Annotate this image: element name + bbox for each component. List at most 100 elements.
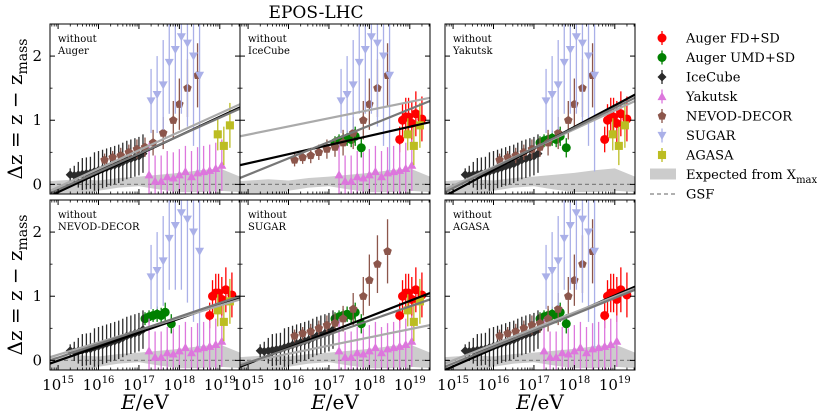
legend-item: Expected from Xmax bbox=[650, 168, 818, 186]
data-point bbox=[158, 81, 168, 90]
data-point bbox=[356, 143, 366, 153]
fit-line bbox=[445, 96, 635, 194]
fit-line bbox=[50, 295, 240, 362]
panel-label-line2: NEVOD-DECOR bbox=[58, 222, 140, 233]
series-sugar bbox=[146, 200, 205, 348]
data-point bbox=[352, 348, 362, 357]
panel-frame bbox=[444, 23, 636, 195]
data-point bbox=[539, 346, 549, 355]
panel-frame bbox=[444, 199, 636, 371]
series-sugar bbox=[336, 24, 395, 172]
data-point bbox=[211, 163, 221, 172]
data-point bbox=[407, 336, 417, 345]
data-point bbox=[348, 304, 358, 313]
legend-marker bbox=[657, 53, 667, 62]
data-point bbox=[559, 58, 569, 67]
data-point bbox=[314, 147, 324, 156]
series-yakutsk bbox=[144, 315, 227, 370]
panel-plot-area bbox=[50, 200, 240, 370]
data-point bbox=[219, 317, 228, 326]
data-point bbox=[168, 349, 178, 358]
data-point bbox=[606, 339, 616, 348]
data-point bbox=[511, 327, 521, 336]
data-point bbox=[211, 339, 221, 348]
series-nevod-decor bbox=[290, 219, 392, 343]
data-point bbox=[144, 346, 154, 355]
data-point bbox=[290, 331, 299, 340]
data-point bbox=[370, 167, 380, 176]
panel-label-line1: without bbox=[58, 210, 97, 221]
data-point bbox=[608, 130, 617, 139]
data-point bbox=[152, 266, 162, 276]
series-yakutsk bbox=[334, 139, 417, 194]
data-point bbox=[164, 234, 174, 243]
data-point bbox=[581, 348, 591, 357]
data-point bbox=[575, 343, 585, 352]
panel-label-line2: AGASA bbox=[452, 222, 490, 233]
data-point bbox=[503, 328, 512, 338]
data-point bbox=[334, 346, 344, 355]
series-agasa bbox=[213, 102, 234, 166]
data-point bbox=[146, 97, 156, 106]
data-point bbox=[364, 170, 374, 179]
data-point bbox=[217, 160, 227, 169]
data-point bbox=[340, 352, 350, 361]
legend: Auger FD+SD Auger UMD+SD IceCube Yakutsk NEV… bbox=[650, 31, 818, 203]
data-point bbox=[160, 307, 170, 317]
fit-line bbox=[240, 99, 430, 179]
data-point bbox=[547, 266, 557, 276]
data-point bbox=[322, 320, 332, 329]
legend-band-swatch bbox=[650, 168, 676, 180]
data-point bbox=[561, 143, 571, 153]
data-point bbox=[403, 130, 412, 139]
panel-label-line2: Auger bbox=[57, 46, 89, 57]
legend-label: AGASA bbox=[685, 149, 734, 164]
data-point bbox=[569, 346, 579, 355]
data-point bbox=[527, 320, 537, 329]
data-point bbox=[614, 141, 623, 150]
legend-item: GSF bbox=[650, 188, 714, 203]
y-axis-label: Δz = z − zmass bbox=[3, 39, 31, 180]
series-agasa bbox=[403, 278, 424, 342]
data-point bbox=[156, 352, 166, 361]
x-tick-label: 1015 bbox=[232, 375, 264, 394]
fit-line bbox=[240, 298, 430, 367]
data-point bbox=[186, 348, 196, 357]
data-point bbox=[170, 222, 180, 231]
data-point bbox=[162, 172, 172, 181]
data-point bbox=[225, 121, 234, 130]
x-tick-label: 1015 bbox=[42, 375, 74, 394]
panel-label-line2: Yakutsk bbox=[452, 46, 493, 57]
series-sugar bbox=[541, 200, 600, 348]
data-point bbox=[168, 173, 178, 182]
data-point bbox=[189, 228, 199, 237]
data-point bbox=[306, 327, 316, 336]
data-point bbox=[543, 314, 553, 323]
data-point bbox=[409, 317, 418, 326]
legend-label: Auger FD+SD bbox=[685, 32, 780, 47]
data-point bbox=[108, 152, 117, 162]
fit-line bbox=[240, 96, 430, 138]
data-point bbox=[590, 247, 600, 256]
data-point bbox=[336, 97, 346, 106]
data-point bbox=[365, 275, 374, 284]
data-point bbox=[314, 323, 324, 332]
data-point bbox=[612, 118, 622, 128]
data-point bbox=[213, 130, 222, 139]
figure-title: EPOS-LHC bbox=[269, 3, 364, 23]
data-point bbox=[551, 352, 561, 361]
data-point bbox=[563, 349, 573, 358]
expected-xmax-band bbox=[445, 168, 635, 194]
series-agasa bbox=[608, 102, 629, 166]
data-point bbox=[584, 52, 594, 61]
data-point bbox=[545, 352, 555, 361]
x-axis-label: E/eV bbox=[120, 390, 169, 414]
data-point bbox=[495, 331, 504, 340]
legend-item: Yakutsk bbox=[657, 89, 737, 105]
data-point bbox=[156, 176, 166, 185]
data-point bbox=[174, 170, 184, 179]
data-point bbox=[162, 348, 172, 357]
data-point bbox=[158, 128, 168, 137]
data-point bbox=[600, 310, 610, 320]
legend-marker bbox=[657, 111, 667, 120]
